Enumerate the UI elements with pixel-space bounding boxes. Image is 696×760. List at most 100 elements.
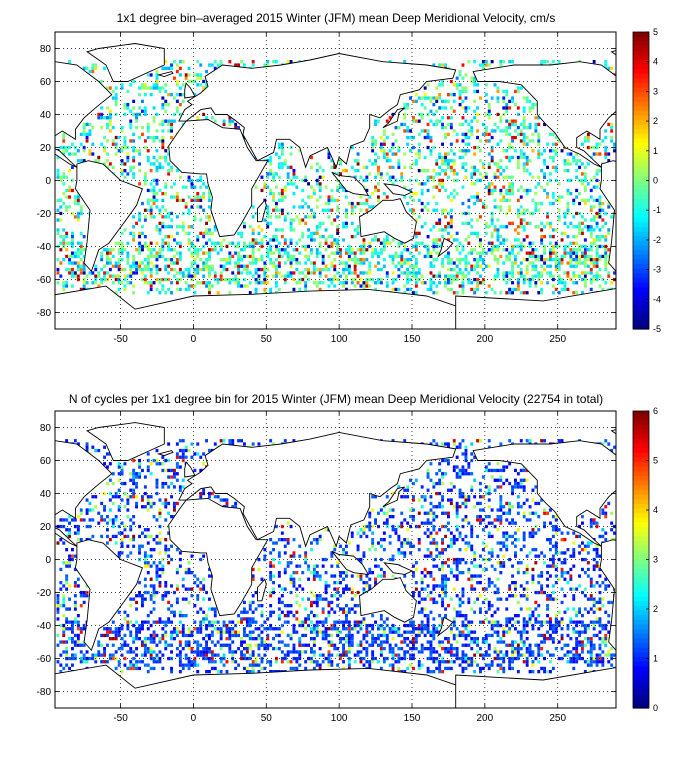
bin-cell <box>164 159 168 163</box>
bin-cell <box>499 254 503 259</box>
bin-cell <box>85 445 89 449</box>
bin-cell <box>254 211 258 216</box>
bin-cell <box>318 267 322 272</box>
bin-cell <box>516 132 520 136</box>
bin-cell <box>516 155 520 160</box>
bin-cell <box>531 211 535 216</box>
bin-cell <box>505 274 509 278</box>
bin-cell <box>441 126 444 130</box>
bin-cell <box>219 244 223 249</box>
bin-cell <box>540 185 544 189</box>
bin-cell <box>88 656 92 661</box>
bin-cell <box>298 281 302 285</box>
bin-cell <box>269 291 273 295</box>
bin-cell <box>132 235 136 239</box>
bin-cell <box>111 637 115 641</box>
bin-cell <box>371 541 375 545</box>
bin-cell <box>68 561 71 565</box>
bin-cell <box>59 145 63 150</box>
bin-cell <box>333 277 337 282</box>
bin-cell <box>522 238 526 242</box>
bin-cell <box>508 251 512 255</box>
bin-cell <box>315 614 319 618</box>
bin-cell <box>199 185 203 189</box>
bin-cell <box>138 106 141 110</box>
bin-cell <box>202 597 206 601</box>
bin-cell <box>557 218 561 222</box>
bin-cell <box>353 284 357 288</box>
bin-cell <box>514 287 517 292</box>
bin-cell <box>88 271 92 275</box>
bin-cell <box>473 277 477 282</box>
bin-cell <box>173 238 176 242</box>
bin-cell <box>467 205 471 209</box>
bin-cell <box>243 627 246 631</box>
bin-cell <box>132 149 136 153</box>
bin-cell <box>103 505 106 509</box>
bin-cell <box>205 623 208 628</box>
bin-cell <box>397 254 401 259</box>
bin-cell <box>286 254 290 259</box>
bin-cell <box>307 205 310 209</box>
bin-cell <box>181 633 185 638</box>
bin-cell <box>158 122 162 127</box>
bin-cell <box>254 261 258 265</box>
bin-cell <box>170 165 173 169</box>
bin-cell <box>272 587 275 591</box>
bin-cell <box>350 221 354 225</box>
bin-cell <box>289 221 293 225</box>
bin-cell <box>141 244 144 249</box>
bin-cell <box>543 159 546 163</box>
bin-cell <box>126 274 130 278</box>
bin-cell <box>138 637 141 641</box>
bin-cell <box>257 663 261 667</box>
bin-cell <box>106 116 109 120</box>
bin-cell <box>146 571 150 575</box>
bin-cell <box>251 653 255 657</box>
bin-cell <box>184 643 188 647</box>
colorbar-swatch <box>633 120 649 126</box>
bin-cell <box>208 218 211 222</box>
bin-cell <box>519 195 523 199</box>
bin-cell <box>333 251 337 255</box>
bin-cell <box>557 182 561 186</box>
bin-cell <box>318 630 322 634</box>
bin-cell <box>382 627 386 631</box>
bin-cell <box>91 534 95 539</box>
bin-cell <box>257 274 261 278</box>
bin-cell <box>164 481 168 486</box>
bin-cell <box>219 498 223 502</box>
bin-cell <box>199 627 203 631</box>
bin-cell <box>464 258 468 262</box>
bin-cell <box>566 251 570 255</box>
bin-cell <box>470 129 474 133</box>
bin-cell <box>196 650 200 654</box>
bin-cell <box>56 610 60 614</box>
bin-cell <box>391 182 395 186</box>
bin-cell <box>301 231 305 235</box>
bin-cell <box>426 169 430 173</box>
bin-cell <box>65 561 69 565</box>
bin-cell <box>155 571 159 575</box>
bin-cell <box>138 251 141 255</box>
bin-cell <box>94 505 98 509</box>
bin-cell <box>342 610 345 614</box>
bin-cell <box>586 198 590 202</box>
bin-cell <box>342 225 345 229</box>
colorbar-swatch <box>633 59 649 66</box>
bin-cell <box>120 643 124 647</box>
bin-cell <box>516 215 520 219</box>
bin-cell <box>138 264 141 268</box>
bin-cell <box>228 291 232 295</box>
bin-cell <box>304 551 308 555</box>
bin-cell <box>493 274 497 278</box>
bin-cell <box>277 251 281 255</box>
bin-cell <box>94 66 98 70</box>
bin-cell <box>170 610 173 614</box>
bin-cell <box>234 126 238 130</box>
bin-cell <box>254 238 258 242</box>
bin-cell <box>505 248 509 252</box>
bin-cell <box>414 178 418 183</box>
bin-cell <box>441 261 444 265</box>
bin-cell <box>117 251 121 255</box>
